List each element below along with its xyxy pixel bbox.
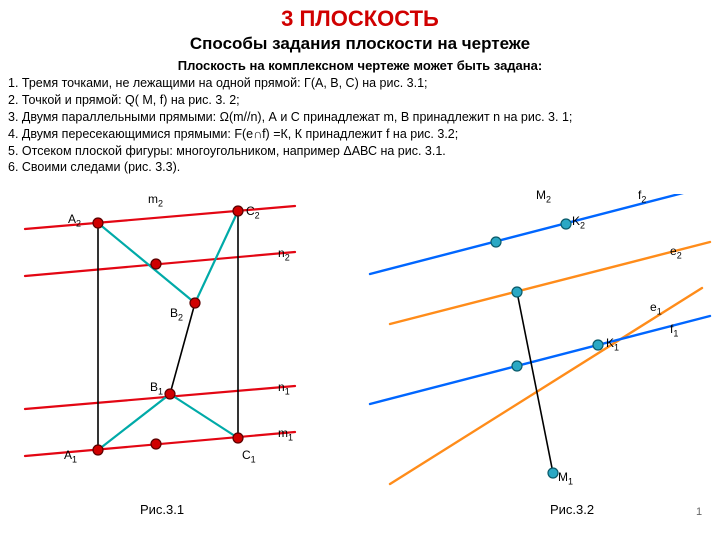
page-subtitle: Способы задания плоскости на чертеже	[0, 34, 720, 54]
point-label: m1	[278, 426, 293, 442]
point-label: M1	[558, 470, 573, 486]
list-item: 4. Двумя пересекающимися прямыми: F(e∩f)…	[8, 126, 712, 143]
point-label: m2	[148, 192, 163, 208]
list-item: 3. Двумя параллельными прямыми: Ω(m//n),…	[8, 109, 712, 126]
point-label: C2	[246, 204, 260, 220]
point-label: e2	[670, 244, 682, 260]
method-list: 1. Тремя точками, не лежащими на одной п…	[0, 73, 720, 176]
page-number: 1	[696, 506, 702, 518]
list-item: 6. Своими следами (рис. 3.3).	[8, 159, 712, 176]
fig2-caption: Рис.3.2	[550, 502, 594, 517]
diagram-svg	[0, 194, 720, 546]
fig1-caption: Рис.3.1	[140, 502, 184, 517]
point-label: C1	[242, 448, 256, 464]
point-label: n1	[278, 380, 290, 396]
point-label: n2	[278, 246, 290, 262]
intro-text: Плоскость на комплексном чертеже может б…	[0, 58, 720, 73]
point-label: M2	[536, 188, 551, 204]
list-item: 1. Тремя точками, не лежащими на одной п…	[8, 75, 712, 92]
point-label: f2	[638, 188, 646, 204]
diagrams-area: A2m2C2n2B2B1n1m1A1C1M2f2K2e2e1K1f1M1 Рис…	[0, 194, 720, 546]
list-item: 2. Точкой и прямой: Q( M, f) на рис. 3. …	[8, 92, 712, 109]
point-label: K2	[572, 214, 585, 230]
point-label: B2	[170, 306, 183, 322]
point-label: A1	[64, 448, 77, 464]
point-label: e1	[650, 300, 662, 316]
point-label: K1	[606, 336, 619, 352]
page-title: 3 ПЛОСКОСТЬ	[0, 6, 720, 32]
point-label: A2	[68, 212, 81, 228]
point-label: B1	[150, 380, 163, 396]
point-label: f1	[670, 322, 678, 338]
list-item: 5. Отсеком плоской фигуры: многоугольник…	[8, 143, 712, 160]
